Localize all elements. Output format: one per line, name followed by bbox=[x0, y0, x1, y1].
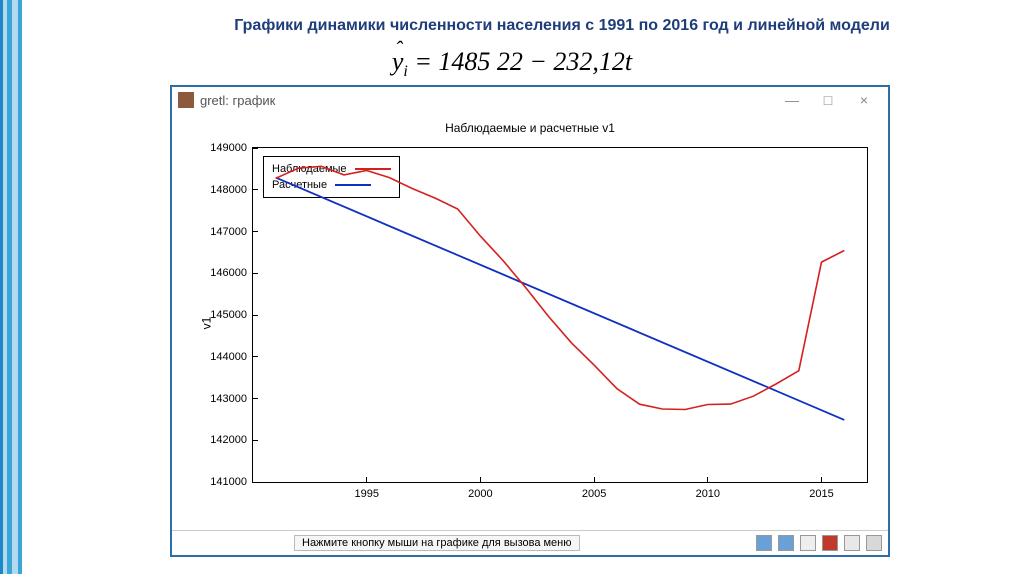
page-title: Графики динамики численности населения с… bbox=[160, 17, 964, 35]
y-tick-label: 145000 bbox=[210, 309, 253, 321]
window-title: gretl: график bbox=[200, 93, 275, 108]
app-icon bbox=[178, 92, 194, 108]
minimize-button[interactable]: — bbox=[774, 90, 810, 110]
y-tick-label: 146000 bbox=[210, 267, 253, 279]
status-bar: Нажмите кнопку мыши на графике для вызов… bbox=[172, 530, 888, 555]
plot-lines bbox=[253, 148, 867, 482]
x-tick-label: 2015 bbox=[809, 482, 833, 500]
doc-icon[interactable] bbox=[844, 535, 860, 551]
decorative-side-stripe bbox=[0, 0, 22, 574]
window-titlebar: gretl: график — □ × bbox=[172, 87, 888, 113]
plot-region[interactable]: Наблюдаемые Расчетные 141000142000143000… bbox=[252, 147, 868, 483]
maximize-button[interactable]: □ bbox=[810, 90, 846, 110]
status-hint: Нажмите кнопку мыши на графике для вызов… bbox=[294, 535, 580, 551]
print-icon[interactable] bbox=[866, 535, 882, 551]
y-tick-label: 148000 bbox=[210, 184, 253, 196]
pdf-icon[interactable] bbox=[822, 535, 838, 551]
gretl-window: gretl: график — □ × Наблюдаемые и расчет… bbox=[170, 85, 890, 557]
x-tick-label: 2010 bbox=[696, 482, 720, 500]
chart-area[interactable]: Наблюдаемые и расчетные v1 v1 Наблюдаемы… bbox=[172, 117, 888, 529]
equation-rhs: = 1485 22 − 232,12 bbox=[408, 47, 625, 76]
x-tick-label: 2005 bbox=[582, 482, 606, 500]
y-tick-label: 142000 bbox=[210, 434, 253, 446]
x-tick-label: 2000 bbox=[468, 482, 492, 500]
copy-icon[interactable] bbox=[800, 535, 816, 551]
y-tick-label: 144000 bbox=[210, 351, 253, 363]
y-tick-label: 141000 bbox=[210, 476, 253, 488]
close-button[interactable]: × bbox=[846, 90, 882, 110]
equation: yi = 1485 22 − 232,12t bbox=[0, 47, 1024, 81]
x-tick-label: 1995 bbox=[354, 482, 378, 500]
y-tick-label: 147000 bbox=[210, 226, 253, 238]
equation-var: y bbox=[392, 47, 404, 76]
y-tick-label: 149000 bbox=[210, 142, 253, 154]
zoom-icon[interactable] bbox=[778, 535, 794, 551]
equation-t: t bbox=[625, 47, 632, 76]
export-icon[interactable] bbox=[756, 535, 772, 551]
chart-title: Наблюдаемые и расчетные v1 bbox=[172, 121, 888, 135]
y-tick-label: 143000 bbox=[210, 393, 253, 405]
